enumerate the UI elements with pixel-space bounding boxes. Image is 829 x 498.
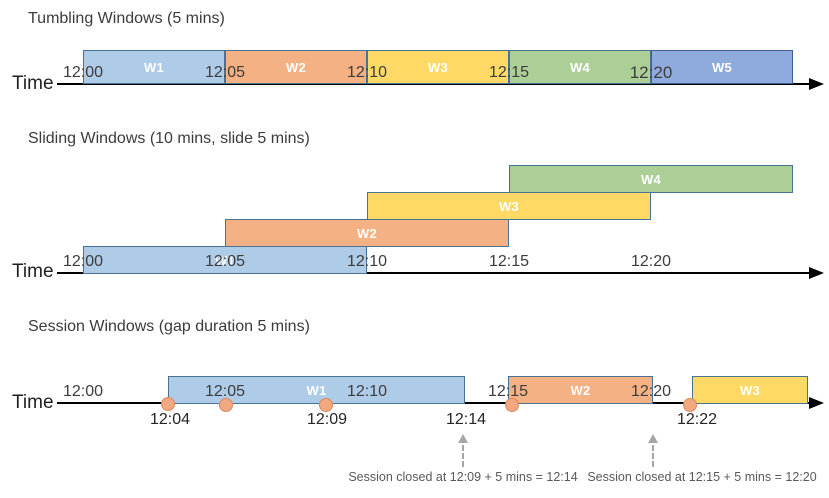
window-label: W2 <box>285 59 307 75</box>
sliding-tick-1210: 12:10 <box>346 253 388 270</box>
tumbling-section-title: Tumbling Windows (5 mins) <box>28 10 225 27</box>
sliding-tick-1200: 12:00 <box>62 253 104 270</box>
session-window-w2: W2 <box>508 376 653 404</box>
tumbling-tick-1205: 12:05 <box>204 64 246 81</box>
window-label: W3 <box>427 59 449 75</box>
session-tick-1215: 12:15 <box>487 383 529 400</box>
sliding-time-axis-label: Time <box>12 261 54 282</box>
tumbling-timeline-arrow-icon <box>809 78 824 90</box>
window-label: W4 <box>640 171 662 187</box>
sliding-section-title: Sliding Windows (10 mins, slide 5 mins) <box>28 130 310 147</box>
session-window-w1: W1 <box>168 376 465 404</box>
tumbling-time-axis-label: Time <box>12 73 54 94</box>
session-event-dot-1222 <box>683 398 697 412</box>
session-close-annotation-1: Session closed at 12:09 + 5 mins = 12:14 <box>348 470 578 484</box>
tumbling-timeline <box>57 83 812 85</box>
window-label: W2 <box>570 382 591 398</box>
session-event-label-1222: 12:22 <box>676 411 718 428</box>
window-label: W1 <box>214 252 236 268</box>
session-event-dot-1209 <box>319 398 333 412</box>
tumbling-tick-1215: 12:15 <box>488 64 530 81</box>
window-label: W3 <box>739 382 761 398</box>
sliding-tick-1205: 12:05 <box>204 253 246 270</box>
session-event-dot-1215 <box>505 398 519 412</box>
sliding-timeline <box>57 272 812 274</box>
window-label: W5 <box>711 59 733 75</box>
session-tick-1205: 12:05 <box>204 383 246 400</box>
session-window-w3: W3 <box>692 376 808 404</box>
session-tick-1200: 12:00 <box>62 383 104 400</box>
tumbling-window-w4: W4 <box>509 50 651 84</box>
window-label: W4 <box>569 59 591 75</box>
session-tick-1220: 12:20 <box>630 383 672 400</box>
window-label: W3 <box>498 198 520 214</box>
tumbling-tick-1200: 12:00 <box>62 64 104 81</box>
session-section-title: Session Windows (gap duration 5 mins) <box>28 318 310 335</box>
session-timeline-arrow-icon <box>809 397 824 409</box>
session-event-label-1209: 12:09 <box>306 411 348 428</box>
sliding-timeline-arrow-icon <box>809 267 824 279</box>
tumbling-window-w1: W1 <box>83 50 225 84</box>
session-event-dot-1204 <box>161 397 175 411</box>
tumbling-window-w3: W3 <box>367 50 509 84</box>
window-label: W1 <box>143 59 165 75</box>
session-time-axis-label: Time <box>12 392 54 413</box>
window-label: W2 <box>356 225 378 241</box>
sliding-tick-1220: 12:20 <box>630 253 672 270</box>
session-close-pointer-arrow-icon <box>647 434 659 467</box>
tumbling-window-w5: W5 <box>651 50 793 84</box>
sliding-window-w4: W4 <box>509 165 793 193</box>
session-close-pointer-arrow-icon <box>457 434 469 467</box>
sliding-window-w2: W2 <box>225 219 509 247</box>
session-event-label-1204: 12:04 <box>149 411 191 428</box>
session-tick-1210: 12:10 <box>346 383 388 400</box>
session-close-label-1214: 12:14 <box>445 411 487 428</box>
sliding-tick-1215: 12:15 <box>488 253 530 270</box>
sliding-window-w1: W1 <box>83 246 367 274</box>
sliding-window-w3: W3 <box>367 192 651 220</box>
window-label: W1 <box>306 382 327 398</box>
tumbling-tick-1210: 12:10 <box>346 64 388 81</box>
tumbling-tick-1220: 12:20 <box>629 63 673 82</box>
session-close-annotation-2: Session closed at 12:15 + 5 mins = 12:20 <box>587 470 817 484</box>
tumbling-window-w2: W2 <box>225 50 367 84</box>
session-event-dot <box>219 398 233 412</box>
